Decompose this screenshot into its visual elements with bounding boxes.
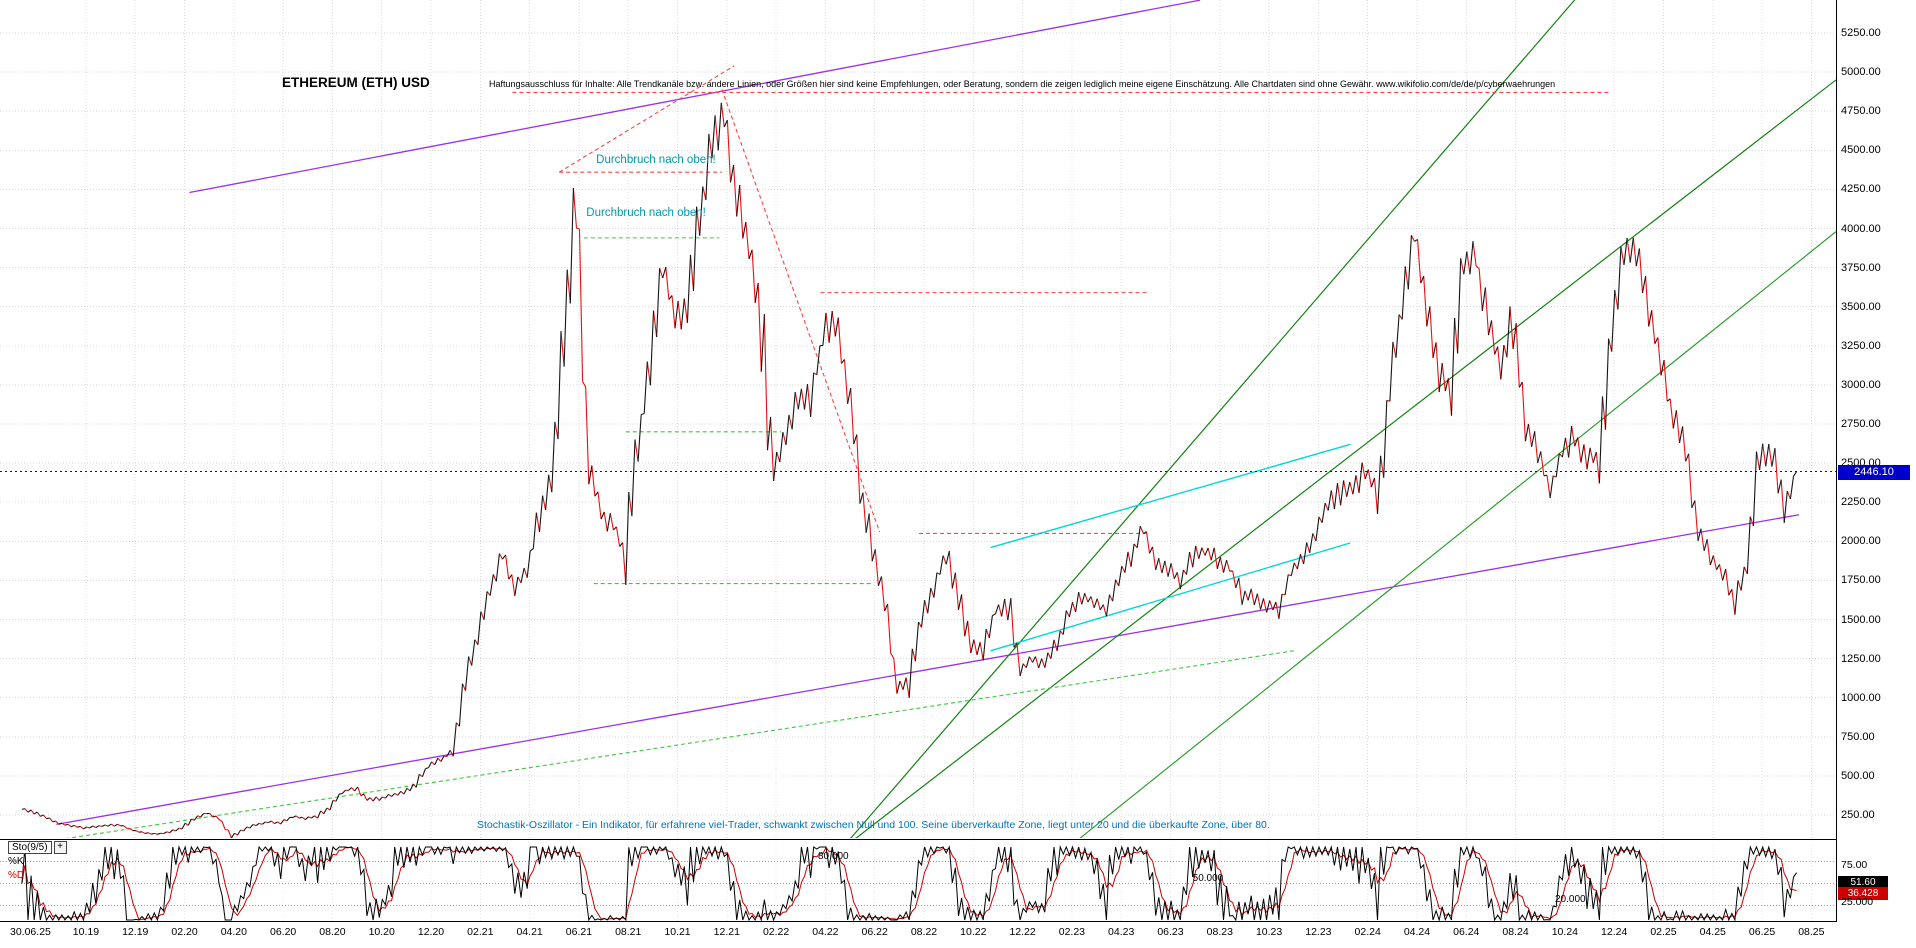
- price-axis: 5250.00 5000.00 4750.00 4500.00 4250.00 4000.…: [1841, 0, 1916, 948]
- date-tick-label: 10.21: [664, 926, 691, 938]
- trend-line-wedge-top-2021: [558, 65, 735, 173]
- date-tick-label: 02.21: [467, 926, 494, 938]
- trend-line-purple-channel-top: [189, 0, 1201, 194]
- osc-axis-25-label: 25.000: [1841, 896, 1874, 908]
- current-price-tag: 2446.10: [1838, 464, 1910, 480]
- price-series-down: [24, 102, 1791, 838]
- trend-line-downtrend-2022: [721, 89, 881, 533]
- date-tick-label: 04.22: [812, 926, 839, 938]
- date-tick-label: 10.24: [1551, 926, 1578, 938]
- date-tick-label: 10.22: [960, 926, 987, 938]
- date-tick-label: 04.23: [1108, 926, 1135, 938]
- date-tick-label: 06.23: [1157, 926, 1184, 938]
- date-tick-label: 02.22: [762, 926, 790, 938]
- date-axis: 10.19 12.19 02.20 04.20 06.20 08.20 10.20 12.20…: [0, 926, 1916, 944]
- date-tick-label: 10.23: [1255, 926, 1283, 938]
- price-tick-label: 1500.00: [1841, 613, 1881, 626]
- price-tick-label: 3750.00: [1841, 261, 1881, 274]
- date-tick-label: 02.24: [1354, 926, 1381, 938]
- expand-plus-icon[interactable]: +: [53, 841, 67, 854]
- breakout-annotation: Durchbruch nach oben!: [596, 154, 716, 167]
- price-tick-label: 250.00: [1841, 809, 1875, 821]
- stochastic-d-label: %D: [8, 870, 25, 881]
- price-tick-label: 2000.00: [1841, 535, 1881, 548]
- breakout-annotation: Durchbruch nach oben!: [586, 207, 706, 220]
- date-tick-label: 06.20: [269, 926, 297, 938]
- date-tick-label: 06.21: [565, 926, 593, 938]
- date-tick-label: 04.25: [1699, 926, 1726, 938]
- stochastic-k-line: [21, 845, 1798, 921]
- date-tick-label: 04.21: [516, 926, 543, 938]
- date-tick-label: 08.22: [910, 926, 938, 938]
- price-tick-label: 1250.00: [1841, 652, 1881, 665]
- date-tick-label: 08.21: [615, 926, 642, 938]
- date-tick-label: 08.24: [1502, 926, 1529, 938]
- price-tick-label: 750.00: [1841, 730, 1875, 743]
- trend-line-cyan-channel-bottom: [990, 542, 1351, 652]
- date-tick-label: 10.20: [368, 926, 395, 938]
- date-tick-label: 08.20: [319, 926, 346, 938]
- trend-line-green-trend-low: [1079, 231, 1836, 838]
- oscillator-description: Stochastik-Oszillator - Ein Indikator, f…: [477, 819, 1270, 831]
- price-tick-label: 2250.00: [1841, 496, 1881, 509]
- price-tick-label: 4250.00: [1841, 183, 1881, 196]
- date-tick-label: 02.25: [1650, 926, 1677, 938]
- price-tick-label: 1000.00: [1841, 691, 1881, 704]
- date-tick-label: 12.21: [713, 926, 740, 938]
- stochastic-k-value-tag: 51.60: [1838, 876, 1888, 890]
- osc-level-label: 80.000: [818, 850, 849, 862]
- trend-line-cyan-channel-top: [990, 443, 1351, 549]
- price-tick-label: 3000.00: [1841, 378, 1881, 391]
- current-date-label: 30.06.25: [10, 926, 51, 938]
- axis-lines: [0, 0, 1837, 922]
- price-tick-label: 3250.00: [1841, 339, 1881, 352]
- trend-lines: [56, 0, 1836, 838]
- date-tick-label: 12.23: [1305, 926, 1332, 938]
- price-tick-label: 4000.00: [1841, 222, 1881, 235]
- price-series-up: [21, 102, 1798, 838]
- date-tick-label: 12.20: [417, 926, 445, 938]
- stochastic-d-value-tag: 36.428: [1838, 887, 1888, 901]
- date-tick-label: 04.24: [1403, 926, 1431, 938]
- oscillator-name: Sto(9/5): [8, 841, 52, 854]
- date-tick-label: 06.25: [1748, 926, 1776, 938]
- oscillator-settings[interactable]: Sto(9/5) +: [8, 841, 67, 854]
- date-tick-label: 12.24: [1601, 926, 1628, 938]
- date-tick-label: 12.22: [1009, 926, 1036, 938]
- date-tick-label: 08.23: [1206, 926, 1233, 938]
- price-tick-label: 3500.00: [1841, 300, 1881, 313]
- date-tick-label: 04.20: [220, 926, 247, 938]
- osc-axis-75-label: 75.00: [1841, 859, 1868, 871]
- osc-level-label: 50.000: [1192, 872, 1224, 884]
- date-tick-label: 10.19: [72, 926, 100, 938]
- stochastic-k-label: %K: [8, 856, 24, 867]
- chart-title: ETHEREUM (ETH) USD: [282, 75, 430, 90]
- price-tick-label: 4750.00: [1841, 105, 1881, 118]
- price-tick-label: 2750.00: [1841, 418, 1881, 430]
- price-tick-label: 4500.00: [1841, 144, 1881, 157]
- price-tick-label: 5000.00: [1841, 66, 1881, 79]
- trend-line-green-trend-mid: [855, 79, 1836, 838]
- date-tick-label: 06.24: [1453, 926, 1480, 938]
- price-tick-label: 500.00: [1841, 769, 1875, 782]
- date-tick-label: 12.19: [122, 926, 149, 938]
- date-tick-label: 06.22: [861, 926, 888, 938]
- price-tick-label: 5250.00: [1841, 27, 1881, 39]
- date-tick-label: 08.25: [1798, 926, 1825, 938]
- trend-line-longterm-support: [66, 650, 1294, 838]
- gridlines: [0, 0, 1836, 921]
- disclaimer-text: Haftungsausschluss für Inhalte: Alle Tre…: [489, 79, 1556, 89]
- price-tick-label: 1750.00: [1841, 574, 1881, 587]
- osc-level-label: 20.000: [1555, 894, 1586, 906]
- trend-line-green-trend-steep: [850, 0, 1576, 838]
- date-tick-label: 02.23: [1058, 926, 1086, 938]
- trend-line-purple-support: [56, 514, 1800, 826]
- date-tick-label: 02.20: [171, 926, 198, 938]
